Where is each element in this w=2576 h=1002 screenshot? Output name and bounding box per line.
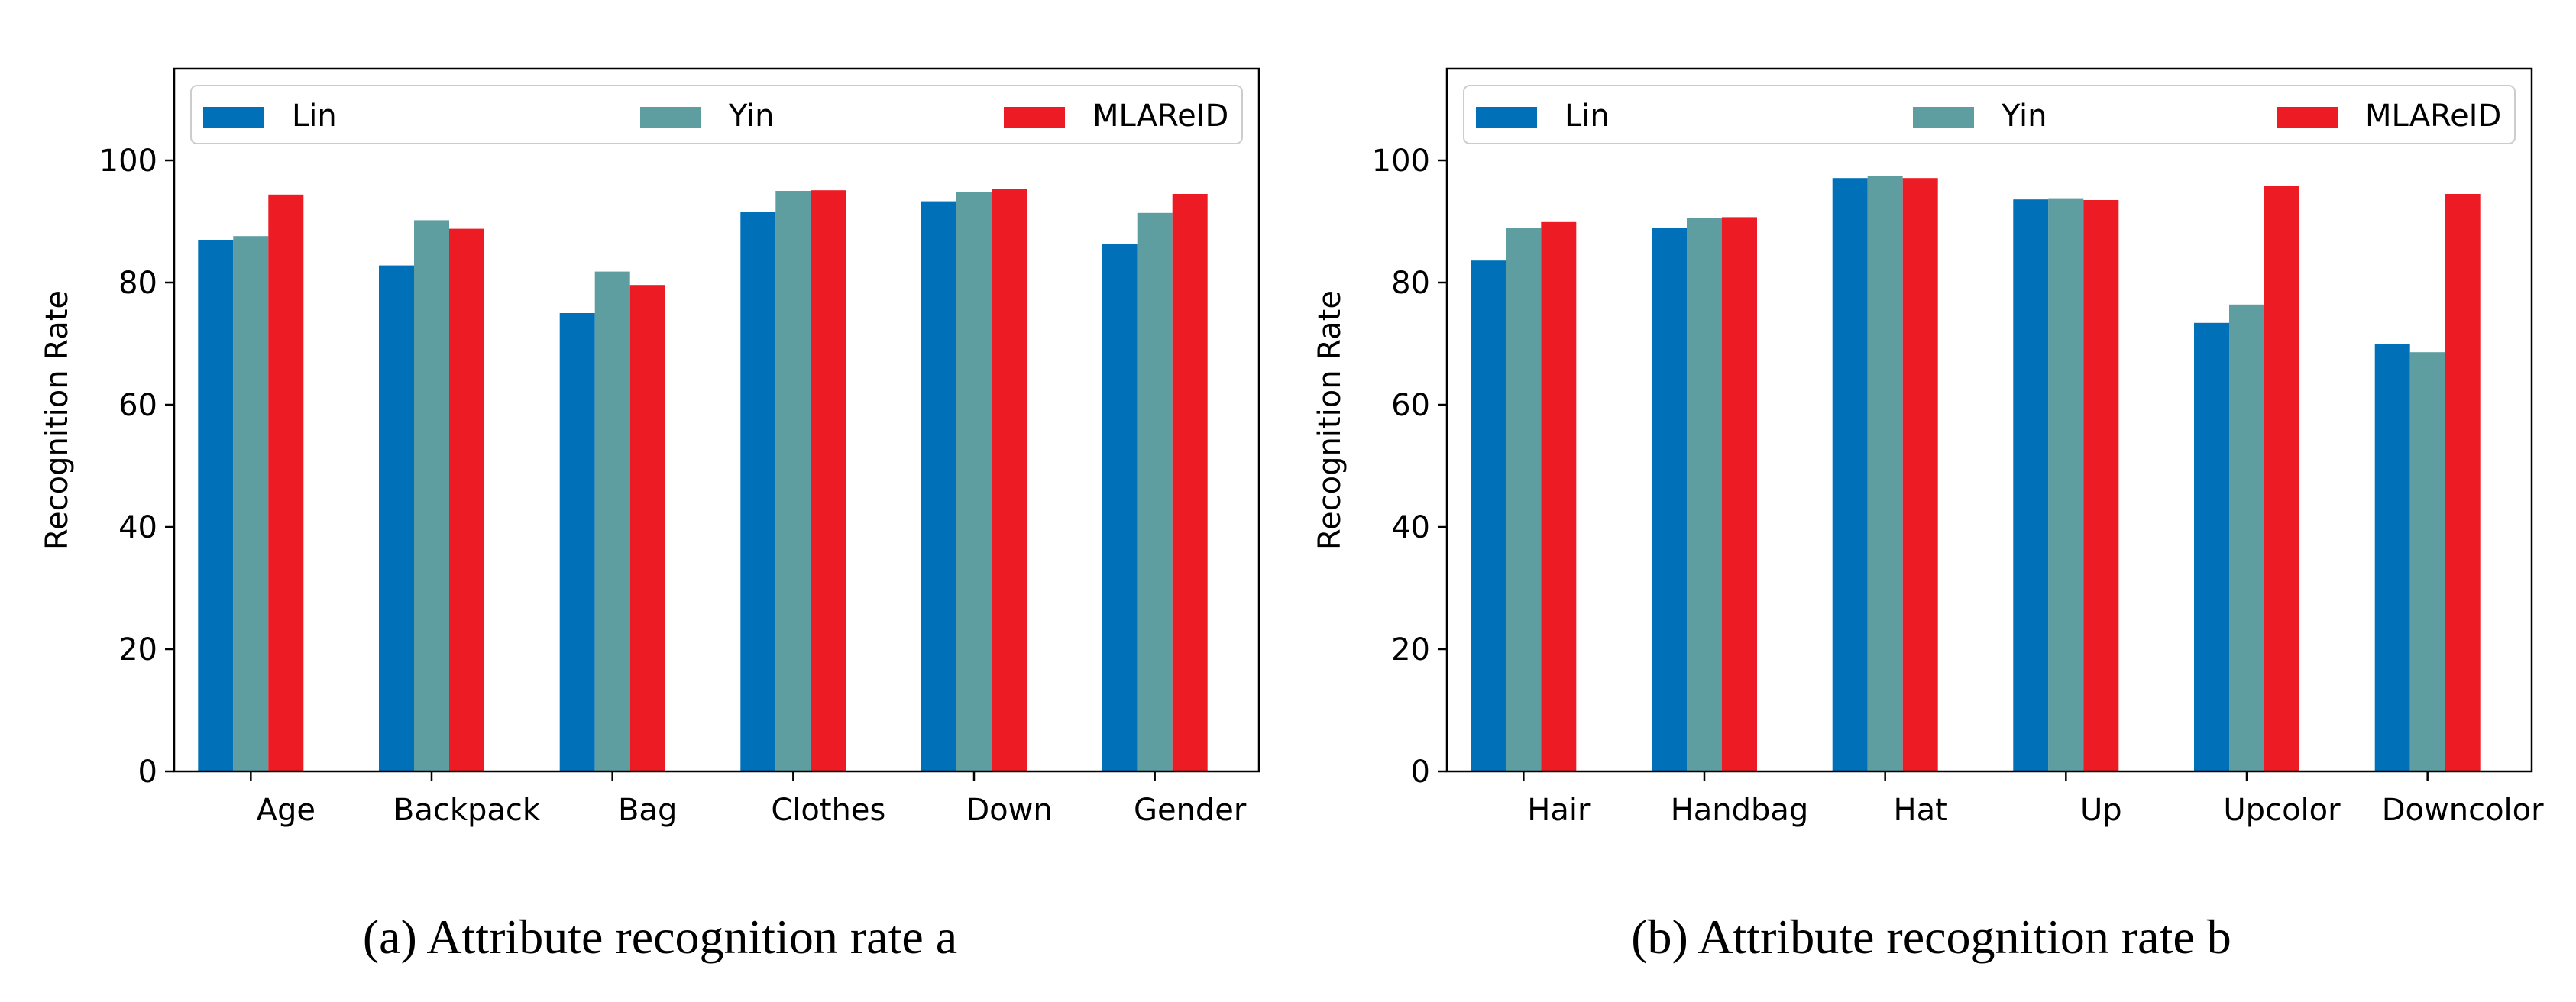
y-tick-label: 100 bbox=[1372, 144, 1430, 179]
bar-yin-handbag bbox=[1687, 218, 1722, 771]
y-tick-label: 80 bbox=[118, 266, 157, 301]
legend-label-lin: Lin bbox=[1565, 99, 1610, 134]
legend-swatch-yin bbox=[640, 107, 701, 128]
bar-yin-gender bbox=[1137, 212, 1173, 771]
bar-lin-gender bbox=[1102, 244, 1138, 772]
bar-mlareid-hair bbox=[1541, 221, 1577, 771]
chart-b: 0 20 40 60 80 100 Hair Handbag Hat Up Upcolor Downc… bbox=[1312, 67, 2544, 828]
bar-yin-backpack bbox=[414, 220, 449, 771]
bar-lin-bag bbox=[559, 313, 595, 771]
x-tick-label-handbag: Handbag bbox=[1671, 793, 1809, 828]
bar-mlareid-age bbox=[268, 194, 304, 772]
chart-a: 0 20 40 60 80 100 Age Backpack Bag Clothes Down Gen… bbox=[40, 67, 1260, 828]
x-tick-label-upcolor: Upcolor bbox=[2223, 793, 2341, 828]
y-axis-label: Recognition Rate bbox=[1312, 290, 1348, 550]
y-tick-label: 20 bbox=[118, 632, 157, 667]
legend-swatch-mlareid bbox=[1004, 107, 1065, 128]
bar-mlareid-down bbox=[992, 189, 1027, 772]
bar-mlareid-downcolor bbox=[2445, 194, 2481, 771]
legend-swatch-mlareid bbox=[2277, 107, 2338, 128]
legend-swatch-lin bbox=[1476, 107, 1537, 128]
bar-lin-hair bbox=[1471, 260, 1506, 771]
legend-label-yin: Yin bbox=[2001, 99, 2047, 134]
x-tick-label-clothes: Clothes bbox=[771, 793, 885, 828]
bar-mlareid-upcolor bbox=[2264, 186, 2299, 772]
bar-yin-hair bbox=[1506, 228, 1542, 771]
bar-yin-age bbox=[233, 236, 269, 771]
bar-yin-upcolor bbox=[2229, 304, 2264, 771]
legend-label-yin: Yin bbox=[728, 99, 774, 134]
x-tick-label-bag: Bag bbox=[618, 793, 677, 828]
x-tick-label-backpack: Backpack bbox=[393, 793, 541, 828]
plot-frame bbox=[173, 67, 1260, 773]
bar-lin-hat bbox=[1832, 178, 1868, 771]
x-tick-label-gender: Gender bbox=[1134, 793, 1247, 828]
bar-lin-down bbox=[921, 201, 956, 772]
legend-box bbox=[1463, 85, 2516, 144]
x-tick-label-down: Down bbox=[966, 793, 1052, 828]
bar-mlareid-clothes bbox=[811, 190, 846, 771]
y-tick-label: 100 bbox=[99, 144, 157, 179]
bar-lin-handbag bbox=[1652, 228, 1687, 771]
y-tick-label: 60 bbox=[118, 388, 157, 423]
caption-a: (a) Attribute recognition rate a bbox=[363, 910, 957, 964]
bar-mlareid-backpack bbox=[449, 228, 484, 772]
bar-lin-age bbox=[198, 240, 234, 771]
legend-swatch-yin bbox=[1913, 107, 1974, 128]
bar-yin-hat bbox=[1867, 176, 1903, 772]
bar-lin-clothes bbox=[740, 212, 776, 771]
x-tick-label-age: Age bbox=[257, 793, 316, 828]
bar-lin-up bbox=[2013, 199, 2049, 771]
legend-label-mlareid: MLAReID bbox=[1092, 99, 1228, 134]
bar-lin-downcolor bbox=[2374, 344, 2410, 771]
y-tick-label: 0 bbox=[138, 755, 157, 790]
y-tick-label: 80 bbox=[1391, 266, 1430, 301]
caption-b: (b) Attribute recognition rate b bbox=[1631, 910, 2231, 964]
x-tick-label-hat: Hat bbox=[1894, 793, 1947, 828]
legend-swatch-lin bbox=[203, 107, 264, 128]
bar-mlareid-gender bbox=[1172, 194, 1208, 771]
bar-mlareid-handbag bbox=[1722, 217, 1757, 771]
bar-yin-clothes bbox=[775, 191, 811, 771]
y-tick-label: 40 bbox=[1391, 510, 1430, 545]
bar-yin-down bbox=[956, 192, 992, 772]
x-tick-label-hair: Hair bbox=[1527, 793, 1591, 828]
legend-label-mlareid: MLAReID bbox=[2365, 99, 2501, 134]
y-axis-label: Recognition Rate bbox=[40, 290, 75, 550]
y-tick-label: 20 bbox=[1391, 632, 1430, 667]
legend-label-lin: Lin bbox=[292, 99, 337, 134]
bar-lin-upcolor bbox=[2194, 322, 2229, 771]
bar-mlareid-up bbox=[2083, 200, 2119, 771]
y-tick-label: 40 bbox=[118, 510, 157, 545]
bar-yin-up bbox=[2048, 198, 2084, 772]
x-tick-label-downcolor: Downcolor bbox=[2382, 793, 2544, 828]
bar-mlareid-hat bbox=[1902, 178, 1938, 771]
plot-frame bbox=[1445, 67, 2533, 773]
bar-yin-bag bbox=[594, 271, 630, 772]
y-tick-label: 60 bbox=[1391, 388, 1430, 423]
legend-box bbox=[190, 85, 1243, 144]
x-tick-label-up: Up bbox=[2080, 793, 2122, 828]
bar-mlareid-bag bbox=[629, 285, 665, 771]
bar-yin-downcolor bbox=[2409, 352, 2445, 771]
y-tick-label: 0 bbox=[1411, 755, 1430, 790]
bar-lin-backpack bbox=[379, 265, 414, 772]
